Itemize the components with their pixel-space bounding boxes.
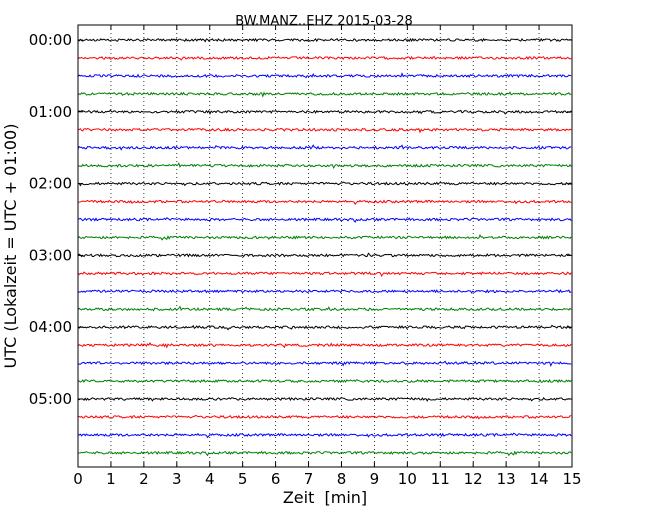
- x-tick-label-0: 0: [73, 470, 83, 488]
- trace-row-20: [77, 396, 572, 402]
- y-tick-label-01:00: 01:00: [29, 103, 72, 121]
- x-tick-label-14: 14: [530, 470, 549, 488]
- x-tick-label-12: 12: [464, 470, 483, 488]
- trace-row-13: [77, 271, 572, 278]
- x-tick-label-15: 15: [562, 470, 581, 488]
- plot-frame: [77, 24, 573, 468]
- chart-title: BW.MANZ..EHZ 2015-03-28: [235, 14, 413, 29]
- trace-row-23: [77, 450, 572, 457]
- trace-row-5: [77, 127, 572, 134]
- trace-row-12: [77, 252, 572, 258]
- x-axis-ticks: 0 1 2 3 4 5 6 7 8 9 10 11 12 13 14 15: [73, 25, 582, 488]
- trace-row-16: [77, 324, 572, 331]
- trace-row-10: [77, 217, 572, 223]
- trace-row-18: [77, 360, 572, 368]
- trace-row-15: [77, 305, 572, 312]
- y-tick-label-05:00: 05:00: [29, 390, 72, 408]
- x-tick-label-4: 4: [205, 470, 215, 488]
- trace-row-8: [77, 181, 572, 187]
- trace-row-9: [77, 199, 572, 206]
- x-tick-label-2: 2: [139, 470, 149, 488]
- trace-row-7: [77, 162, 572, 170]
- x-tick-label-1: 1: [106, 470, 116, 488]
- x-tick-label-5: 5: [238, 470, 248, 488]
- trace-row-22: [77, 432, 572, 439]
- y-axis-label: UTC (Lokalzeit = UTC + 01:00): [1, 124, 20, 369]
- trace-row-19: [77, 378, 572, 384]
- seismic-traces: [77, 37, 572, 457]
- x-tick-label-3: 3: [172, 470, 182, 488]
- y-axis-ticks: 00:00 01:00 02:00 03:00 04:00 05:00: [29, 31, 572, 408]
- x-tick-label-13: 13: [497, 470, 516, 488]
- trace-row-14: [77, 289, 572, 294]
- trace-row-0: [77, 37, 572, 43]
- x-tick-label-6: 6: [271, 470, 281, 488]
- y-tick-label-03:00: 03:00: [29, 246, 72, 264]
- trace-row-1: [77, 55, 572, 61]
- x-tick-label-8: 8: [337, 470, 347, 488]
- x-tick-label-10: 10: [398, 470, 417, 488]
- y-tick-label-02:00: 02:00: [29, 175, 72, 193]
- trace-row-21: [77, 414, 572, 420]
- x-axis-label: Zeit [min]: [283, 488, 367, 507]
- trace-row-17: [77, 341, 572, 349]
- trace-row-6: [77, 144, 572, 151]
- x-tick-label-7: 7: [304, 470, 314, 488]
- trace-row-11: [77, 234, 572, 241]
- y-tick-label-04:00: 04:00: [29, 318, 72, 336]
- vertical-gridlines: [110, 25, 540, 467]
- trace-row-4: [77, 109, 572, 115]
- x-tick-label-11: 11: [431, 470, 450, 488]
- trace-row-2: [77, 72, 572, 79]
- trace-row-3: [77, 91, 572, 98]
- x-tick-label-9: 9: [370, 470, 380, 488]
- y-tick-label-00:00: 00:00: [29, 31, 72, 49]
